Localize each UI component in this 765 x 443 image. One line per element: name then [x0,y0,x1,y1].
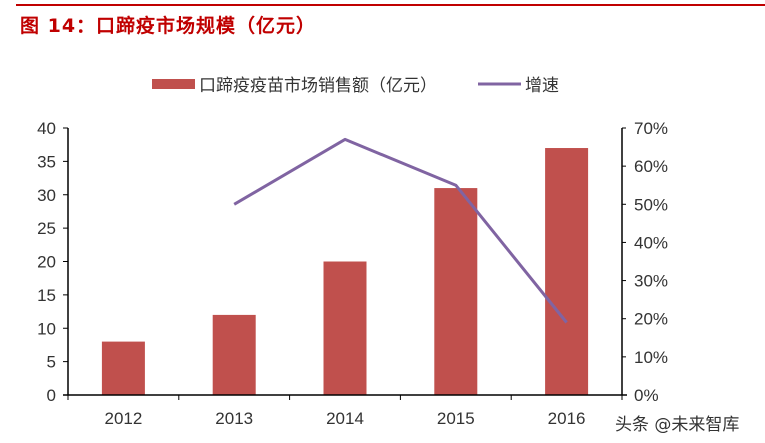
x-tick-label: 2016 [548,409,586,428]
left-tick-label: 40 [37,119,56,138]
bar-2016 [545,148,589,395]
left-tick-label: 20 [37,253,56,272]
bar-2014 [323,261,367,395]
left-tick-label: 0 [47,386,56,405]
legend-line-label: 增速 [525,76,559,96]
x-tick-label: 2013 [215,409,253,428]
watermark: 头条 @未来智库 [615,415,740,435]
bar-2015 [434,188,478,395]
right-tick-label: 60% [634,157,668,176]
left-tick-label: 15 [37,286,56,305]
bar-2013 [212,314,256,395]
right-tick-label: 70% [634,119,668,138]
right-tick-label: 40% [634,233,668,252]
growth-line [233,137,568,324]
right-tick-label: 20% [634,310,668,329]
right-tick-label: 10% [634,348,668,367]
title-rule [16,4,765,6]
x-tick-label: 2014 [326,409,364,428]
right-tick-label: 0% [634,386,659,405]
left-tick-label: 5 [47,353,56,372]
legend-bar-swatch [152,79,195,89]
chart-title: 图 14：口蹄疫市场规模（亿元） [20,15,317,37]
x-tick-label: 2015 [437,409,475,428]
bar-2012 [101,341,145,395]
left-tick-label: 25 [37,219,56,238]
right-tick-label: 50% [634,195,668,214]
x-tick-label: 2012 [104,409,142,428]
left-tick-label: 10 [37,319,56,338]
left-tick-label: 35 [37,152,56,171]
legend-bar-label: 口蹄疫疫苗市场销售额（亿元） [199,76,437,96]
right-tick-label: 30% [634,272,668,291]
left-tick-label: 30 [37,186,56,205]
